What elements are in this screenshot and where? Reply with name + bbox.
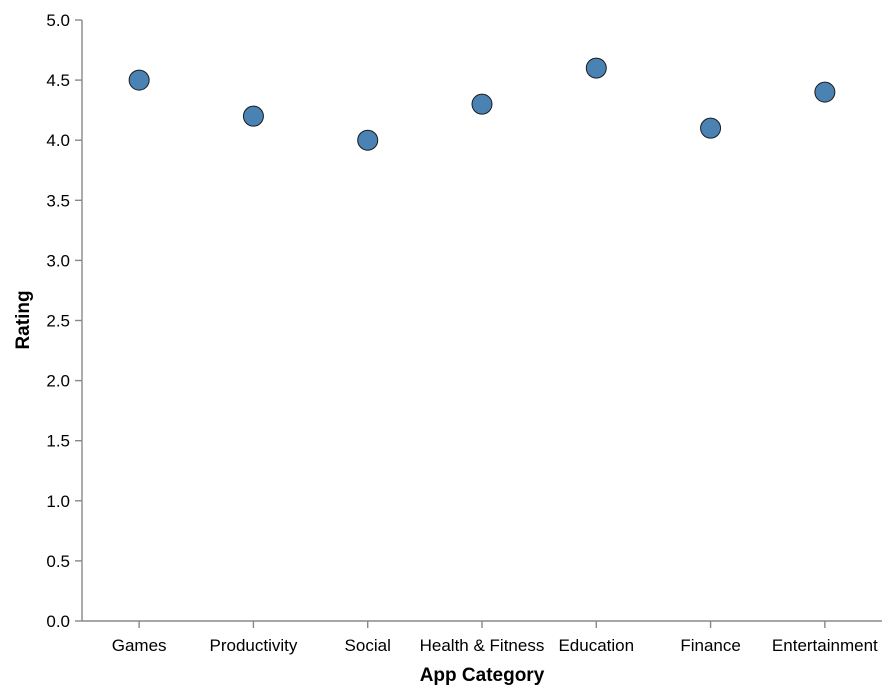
x-axis: Games Productivity Social Health & Fitness E… — [82, 620, 882, 655]
y-tick-label: 4.5 — [46, 71, 70, 90]
y-tick-label: 2.5 — [46, 312, 70, 331]
y-tick-label: 0.5 — [46, 552, 70, 571]
y-tick-label: 3.0 — [46, 251, 70, 270]
y-axis-title: Rating — [13, 290, 34, 349]
y-tick-label: 1.5 — [46, 432, 70, 451]
y-tick-label: 1.0 — [46, 492, 70, 511]
x-tick-label: Productivity — [209, 636, 297, 655]
data-points — [128, 57, 836, 151]
x-tick-label: Health & Fitness — [420, 636, 545, 655]
data-point — [471, 93, 493, 115]
x-tick-label: Social — [345, 636, 391, 655]
y-tick-label: 3.5 — [46, 191, 70, 210]
x-tick-label: Entertainment — [772, 636, 878, 655]
data-point — [128, 69, 150, 91]
y-tick-label: 2.0 — [46, 372, 70, 391]
data-point — [242, 105, 264, 127]
y-axis: 0.0 0.5 1.0 1.5 2.0 2.5 3.0 3.5 4.0 4.5 5.0 — [46, 11, 83, 631]
data-point — [585, 57, 607, 79]
data-point — [357, 129, 379, 151]
data-point — [814, 81, 836, 103]
y-tick-label: 0.0 — [46, 612, 70, 631]
x-tick-label: Games — [112, 636, 167, 655]
data-point — [700, 117, 722, 139]
x-axis-title: App Category — [420, 665, 545, 686]
y-tick-label: 4.0 — [46, 131, 70, 150]
x-tick-label: Finance — [680, 636, 740, 655]
y-tick-label: 5.0 — [46, 11, 70, 30]
x-tick-label: Education — [558, 636, 634, 655]
